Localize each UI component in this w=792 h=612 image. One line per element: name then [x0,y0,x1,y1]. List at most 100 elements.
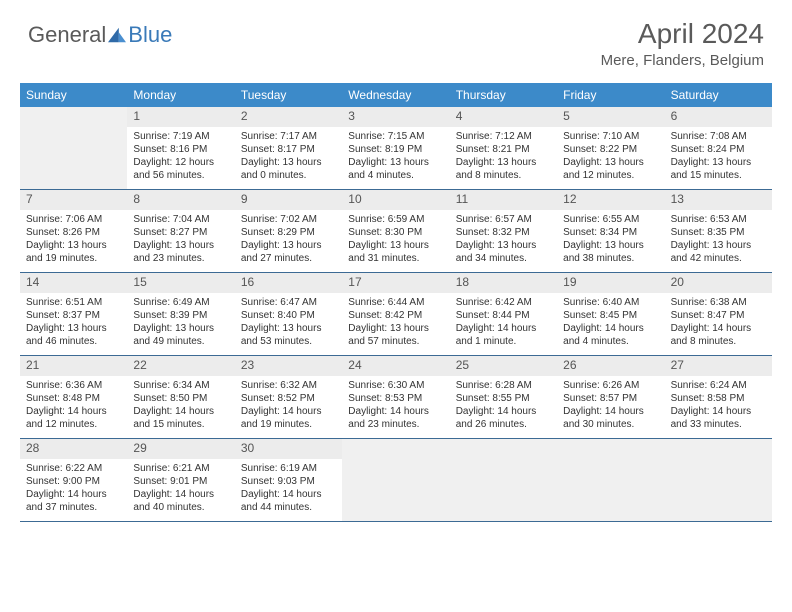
day-info: Sunrise: 7:12 AMSunset: 8:21 PMDaylight:… [450,127,557,186]
day-number: 17 [342,273,449,293]
info-line: Sunrise: 6:51 AM [26,296,121,309]
info-line: and 23 minutes. [348,418,443,431]
info-line: Sunset: 8:58 PM [671,392,766,405]
info-line: and 23 minutes. [133,252,228,265]
info-line: Daylight: 13 hours [563,156,658,169]
day-info: Sunrise: 6:47 AMSunset: 8:40 PMDaylight:… [235,293,342,352]
info-line: Sunrise: 7:15 AM [348,130,443,143]
day-info: Sunrise: 6:30 AMSunset: 8:53 PMDaylight:… [342,376,449,435]
day-header-cell: Sunday [20,83,127,107]
info-line: Sunrise: 6:42 AM [456,296,551,309]
day-number: 5 [557,107,664,127]
info-line: and 1 minute. [456,335,551,348]
info-line: Daylight: 13 hours [456,239,551,252]
day-info: Sunrise: 6:53 AMSunset: 8:35 PMDaylight:… [665,210,772,269]
info-line: Daylight: 14 hours [26,405,121,418]
info-line: Sunset: 8:30 PM [348,226,443,239]
day-cell: 19Sunrise: 6:40 AMSunset: 8:45 PMDayligh… [557,273,664,355]
info-line: Sunset: 8:27 PM [133,226,228,239]
info-line: Sunset: 8:57 PM [563,392,658,405]
day-info: Sunrise: 6:55 AMSunset: 8:34 PMDaylight:… [557,210,664,269]
day-info: Sunrise: 6:40 AMSunset: 8:45 PMDaylight:… [557,293,664,352]
day-cell: 21Sunrise: 6:36 AMSunset: 8:48 PMDayligh… [20,356,127,438]
day-cell: 4Sunrise: 7:12 AMSunset: 8:21 PMDaylight… [450,107,557,189]
week-row: 7Sunrise: 7:06 AMSunset: 8:26 PMDaylight… [20,190,772,273]
info-line: Sunset: 8:19 PM [348,143,443,156]
info-line: Daylight: 13 hours [456,156,551,169]
info-line: and 4 minutes. [563,335,658,348]
day-number: 16 [235,273,342,293]
info-line: Daylight: 14 hours [563,322,658,335]
day-cell: 23Sunrise: 6:32 AMSunset: 8:52 PMDayligh… [235,356,342,438]
info-line: and 19 minutes. [241,418,336,431]
header: General Blue April 2024 Mere, Flanders, … [0,0,792,77]
location-text: Mere, Flanders, Belgium [601,52,764,69]
info-line: Sunrise: 6:44 AM [348,296,443,309]
day-number: 2 [235,107,342,127]
info-line: Sunset: 8:50 PM [133,392,228,405]
info-line: Sunrise: 6:26 AM [563,379,658,392]
info-line: Daylight: 14 hours [348,405,443,418]
day-number: 13 [665,190,772,210]
logo-text-general: General [28,22,106,48]
day-cell: 16Sunrise: 6:47 AMSunset: 8:40 PMDayligh… [235,273,342,355]
week-row: 28Sunrise: 6:22 AMSunset: 9:00 PMDayligh… [20,439,772,522]
info-line: Daylight: 13 hours [26,322,121,335]
info-line: and 40 minutes. [133,501,228,514]
info-line: Sunrise: 6:28 AM [456,379,551,392]
info-line: and 8 minutes. [456,169,551,182]
info-line: Sunset: 8:52 PM [241,392,336,405]
day-cell: 15Sunrise: 6:49 AMSunset: 8:39 PMDayligh… [127,273,234,355]
info-line: Sunset: 8:47 PM [671,309,766,322]
day-number: 11 [450,190,557,210]
day-header-cell: Wednesday [342,83,449,107]
day-cell: 7Sunrise: 7:06 AMSunset: 8:26 PMDaylight… [20,190,127,272]
info-line: Daylight: 14 hours [133,488,228,501]
day-cell: 13Sunrise: 6:53 AMSunset: 8:35 PMDayligh… [665,190,772,272]
day-number: 27 [665,356,772,376]
info-line: Sunrise: 7:12 AM [456,130,551,143]
day-info: Sunrise: 7:06 AMSunset: 8:26 PMDaylight:… [20,210,127,269]
logo: General Blue [28,22,172,48]
day-number: 26 [557,356,664,376]
info-line: Sunset: 8:16 PM [133,143,228,156]
empty-cell [665,439,772,521]
info-line: Sunrise: 6:21 AM [133,462,228,475]
info-line: Sunrise: 6:59 AM [348,213,443,226]
day-info: Sunrise: 6:26 AMSunset: 8:57 PMDaylight:… [557,376,664,435]
day-info: Sunrise: 7:15 AMSunset: 8:19 PMDaylight:… [342,127,449,186]
info-line: Sunset: 8:48 PM [26,392,121,405]
day-number: 10 [342,190,449,210]
day-cell: 20Sunrise: 6:38 AMSunset: 8:47 PMDayligh… [665,273,772,355]
day-header-cell: Tuesday [235,83,342,107]
info-line: Daylight: 14 hours [671,322,766,335]
info-line: Sunrise: 6:55 AM [563,213,658,226]
day-info: Sunrise: 6:24 AMSunset: 8:58 PMDaylight:… [665,376,772,435]
info-line: and 12 minutes. [26,418,121,431]
week-row: 21Sunrise: 6:36 AMSunset: 8:48 PMDayligh… [20,356,772,439]
info-line: Sunset: 8:21 PM [456,143,551,156]
info-line: Daylight: 14 hours [241,405,336,418]
day-number: 14 [20,273,127,293]
logo-text-blue: Blue [128,22,172,48]
info-line: and 38 minutes. [563,252,658,265]
info-line: Daylight: 14 hours [563,405,658,418]
info-line: Sunset: 8:42 PM [348,309,443,322]
info-line: Sunset: 8:22 PM [563,143,658,156]
info-line: and 0 minutes. [241,169,336,182]
day-header-cell: Thursday [450,83,557,107]
info-line: and 46 minutes. [26,335,121,348]
title-block: April 2024 Mere, Flanders, Belgium [601,18,764,69]
day-header-cell: Saturday [665,83,772,107]
info-line: Sunset: 8:32 PM [456,226,551,239]
info-line: Sunrise: 7:06 AM [26,213,121,226]
day-info: Sunrise: 6:42 AMSunset: 8:44 PMDaylight:… [450,293,557,352]
day-info: Sunrise: 6:49 AMSunset: 8:39 PMDaylight:… [127,293,234,352]
info-line: Daylight: 12 hours [133,156,228,169]
info-line: Sunset: 8:37 PM [26,309,121,322]
info-line: Daylight: 13 hours [671,156,766,169]
info-line: Daylight: 14 hours [241,488,336,501]
day-number: 21 [20,356,127,376]
day-cell: 24Sunrise: 6:30 AMSunset: 8:53 PMDayligh… [342,356,449,438]
day-number: 1 [127,107,234,127]
